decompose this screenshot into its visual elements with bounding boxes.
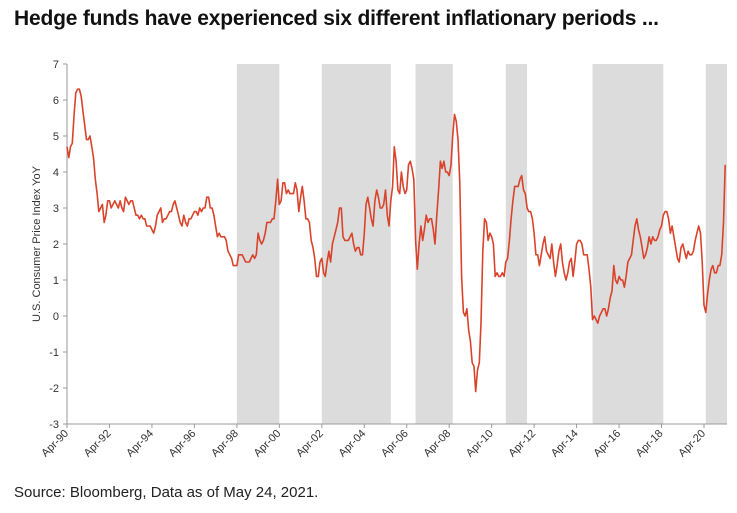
x-tick-label: Apr-08 xyxy=(421,428,453,460)
shaded-period-4 xyxy=(505,64,528,424)
y-axis-label: U.S. Consumer Price Index YoY xyxy=(31,165,43,322)
chart-title: Hedge funds have experienced six differe… xyxy=(14,7,659,30)
source-note: Source: Bloomberg, Data as of May 24, 20… xyxy=(14,484,319,501)
x-tick-label: Apr-10 xyxy=(464,428,496,460)
x-tick-label: Apr-20 xyxy=(676,428,708,460)
x-tick-label: Apr-92 xyxy=(82,428,114,460)
y-tick-label: 7 xyxy=(53,59,59,71)
shaded-periods xyxy=(236,64,727,424)
shaded-period-5 xyxy=(592,64,664,424)
y-tick-label: 5 xyxy=(53,131,59,143)
x-tick-label: Apr-90 xyxy=(39,428,71,460)
series-line-1 xyxy=(66,88,726,393)
y-tick-label: -3 xyxy=(49,419,59,431)
shaded-period-3 xyxy=(415,64,453,424)
y-tick-label: -1 xyxy=(49,347,59,359)
x-tick-label: Apr-02 xyxy=(294,428,326,460)
y-tick-label: 6 xyxy=(53,95,59,107)
x-tick-label: Apr-16 xyxy=(591,428,623,460)
x-tick-labels: Apr-90 Apr-92 Apr-94 Apr-96 Apr-98 Apr-00 Apr-… xyxy=(39,428,708,460)
x-tick-label: Apr-14 xyxy=(549,428,581,460)
y-tick-label: 4 xyxy=(53,167,59,179)
x-tick-label: Apr-94 xyxy=(124,428,156,460)
series-lines xyxy=(66,88,726,393)
shaded-period-2 xyxy=(321,64,391,424)
y-tick-labels: 7 6 5 4 3 2 1 0 -1 -2 -3 xyxy=(49,59,59,431)
x-tick-label: Apr-18 xyxy=(634,428,666,460)
x-tick-label: Apr-12 xyxy=(506,428,538,460)
y-tick-label: 3 xyxy=(53,203,59,215)
x-tick-label: Apr-06 xyxy=(379,428,411,460)
y-tick-label: 0 xyxy=(53,311,59,323)
shaded-period-1 xyxy=(236,64,280,424)
axes xyxy=(63,63,727,428)
y-tick-label: 2 xyxy=(53,239,59,251)
y-tick-label: 1 xyxy=(53,275,59,287)
y-tick-label: -2 xyxy=(49,383,59,395)
shaded-period-6 xyxy=(705,64,727,424)
x-tick-label: Apr-96 xyxy=(167,428,199,460)
x-tick-label: Apr-04 xyxy=(337,428,369,460)
x-tick-label: Apr-00 xyxy=(252,428,284,460)
x-tick-label: Apr-98 xyxy=(209,428,241,460)
